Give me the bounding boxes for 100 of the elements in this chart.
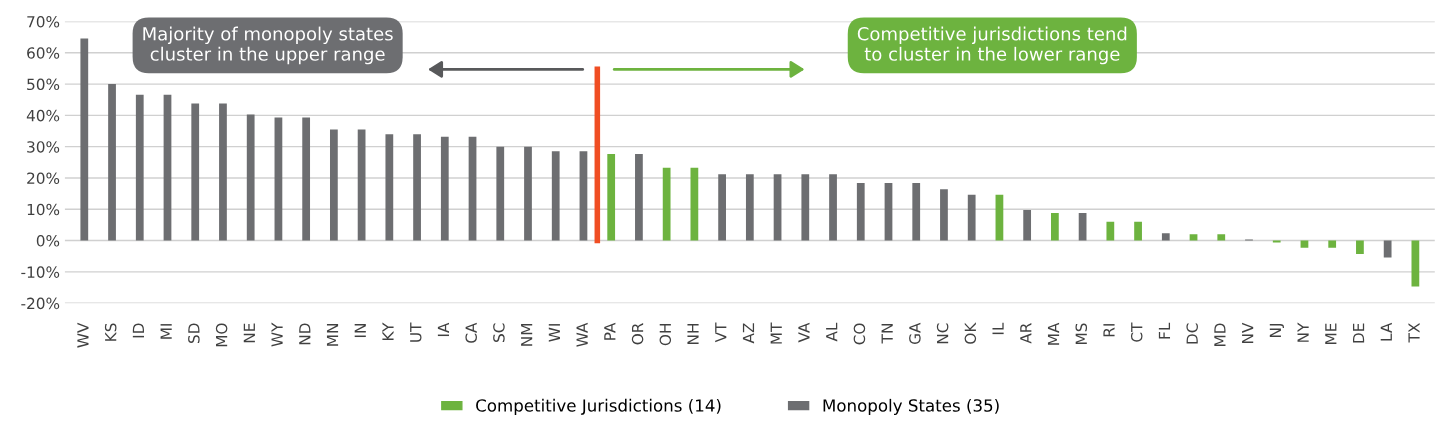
bar <box>135 94 144 241</box>
bar <box>163 94 172 241</box>
x-tick-label: OK <box>964 322 977 344</box>
bar <box>1106 221 1115 241</box>
bar <box>856 182 865 241</box>
bar <box>274 117 283 241</box>
x-tick-label: IA <box>437 322 450 337</box>
x-tick-label: NH <box>687 324 699 345</box>
bar <box>468 136 477 241</box>
bar <box>884 182 893 241</box>
bar <box>1383 240 1392 258</box>
bar <box>662 167 671 241</box>
bar <box>912 182 921 241</box>
x-tick-label: WY <box>271 322 283 347</box>
x-tick-label: NE <box>243 323 255 343</box>
x-tick-label: NM <box>521 324 533 346</box>
legend-label: Monopoly States (35) <box>823 398 999 415</box>
x-tick-label: AR <box>1020 323 1032 344</box>
x-tick-label: WA <box>576 322 588 347</box>
bar <box>995 194 1004 241</box>
x-tick-label: OR <box>631 323 644 345</box>
x-tick-label: CT <box>1130 322 1143 342</box>
bar <box>1134 221 1142 241</box>
annotation: Majority of monopoly states cluster in the upper range <box>143 26 393 65</box>
bar <box>108 84 116 241</box>
x-tick-label: UT <box>410 322 422 342</box>
y-tick-label: 10% <box>27 203 60 216</box>
x-tick-label: KY <box>382 322 394 340</box>
bar <box>302 117 311 241</box>
y-tick-label: 40% <box>26 109 60 122</box>
x-tick-label: NV <box>1242 322 1254 343</box>
y-tick-label: 50% <box>27 78 60 91</box>
bar <box>801 174 810 241</box>
bar <box>773 174 782 241</box>
x-tick-label: MN <box>326 324 339 346</box>
x-tick-label: TN <box>881 324 893 344</box>
bar <box>829 174 837 241</box>
x-tick-label: MS <box>1075 323 1088 344</box>
bar <box>1023 209 1032 241</box>
x-tick-label: NC <box>936 323 949 344</box>
annotation: Competitive jurisdictions tend to cluster in the lower range <box>857 26 1127 65</box>
bar <box>1161 233 1170 241</box>
x-tick-label: ME <box>1325 323 1337 344</box>
bar <box>745 174 754 241</box>
x-tick-label: MI <box>160 324 172 339</box>
x-tick-label: AZ <box>742 323 755 344</box>
bar <box>219 103 227 241</box>
bar <box>80 38 89 241</box>
x-tick-label: AL <box>826 322 838 342</box>
y-tick-label: 0% <box>36 235 60 247</box>
bar <box>385 134 394 241</box>
bar <box>718 174 726 241</box>
bar <box>940 189 948 241</box>
bar <box>635 153 643 241</box>
x-tick-label: PA <box>604 322 616 340</box>
x-tick-label: TX <box>1408 323 1420 343</box>
x-tick-label: ND <box>299 323 311 345</box>
x-tick-label: OH <box>659 324 672 346</box>
y-tick-label: -20% <box>21 297 60 310</box>
x-tick-label: CO <box>853 323 866 345</box>
x-tick-label: GA <box>909 322 921 345</box>
x-tick-label: WI <box>548 324 560 342</box>
x-tick-label: SD <box>188 323 200 344</box>
bar <box>357 129 366 241</box>
x-tick-label: FL <box>1158 322 1171 339</box>
bar <box>551 151 560 241</box>
bar <box>1217 234 1226 241</box>
x-tick-label: SC <box>493 323 505 342</box>
x-tick-label: RI <box>1103 324 1115 337</box>
bar <box>191 103 200 241</box>
bar <box>440 136 449 241</box>
bar <box>246 114 255 241</box>
y-tick-label: 20% <box>27 172 60 184</box>
x-tick-label: DE <box>1352 323 1365 343</box>
x-tick-label: NY <box>1297 322 1309 342</box>
y-tick-label: 30% <box>27 141 60 153</box>
bar <box>1328 240 1337 248</box>
bar <box>1051 213 1059 241</box>
x-tick-label: LA <box>1380 322 1392 341</box>
x-tick-label: IL <box>992 322 1004 335</box>
x-tick-label: MA <box>1047 322 1060 345</box>
x-tick-label: DC <box>1186 323 1198 344</box>
x-tick-label: ID <box>132 323 144 338</box>
y-tick-label: 60% <box>27 47 60 59</box>
x-tick-label: NJ <box>1269 324 1284 338</box>
bar <box>607 153 616 241</box>
bar <box>690 167 699 241</box>
legend-label: Competitive Jurisdictions (14) <box>476 398 721 415</box>
x-tick-label: WV <box>77 322 89 348</box>
y-tick-label: 70% <box>27 15 60 28</box>
x-tick-label: VT <box>715 322 727 343</box>
y-tick-label: -10% <box>21 266 60 278</box>
bar <box>496 146 505 241</box>
bar <box>1189 234 1198 241</box>
x-tick-label: VA <box>798 322 810 343</box>
x-tick-label: KS <box>104 323 117 341</box>
x-tick-label: CA <box>465 322 477 343</box>
bar <box>1356 240 1364 255</box>
bar <box>330 129 338 241</box>
x-tick-label: IN <box>354 324 366 338</box>
